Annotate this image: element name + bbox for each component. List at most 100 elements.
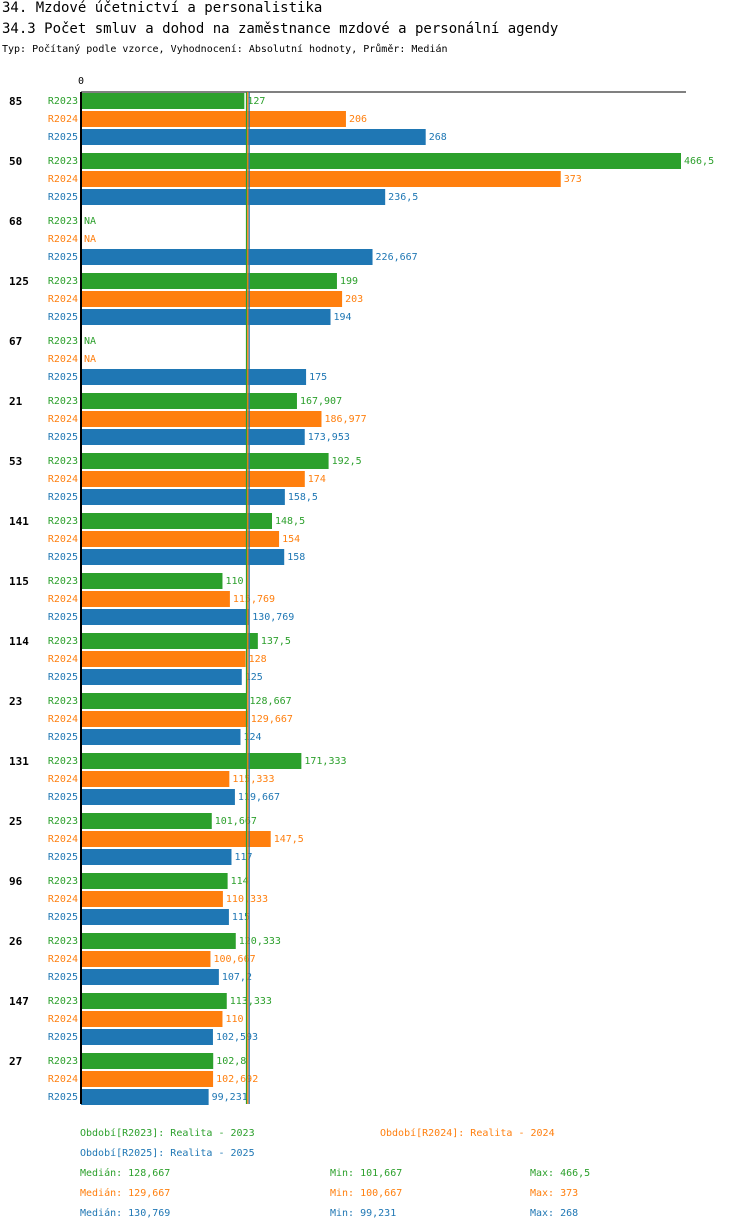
bar bbox=[81, 249, 373, 265]
bar bbox=[81, 591, 230, 607]
category-label: 50 bbox=[9, 155, 22, 168]
series-label: R2025 bbox=[48, 372, 78, 383]
category-label: 26 bbox=[9, 935, 23, 948]
bar bbox=[81, 291, 343, 307]
value-label: 115,333 bbox=[232, 774, 274, 785]
value-label: 120,333 bbox=[239, 936, 281, 947]
stat-median-r2024: Medián: 129,667 bbox=[80, 1188, 171, 1199]
value-label: 127 bbox=[247, 96, 265, 107]
category-label: 27 bbox=[9, 1055, 22, 1068]
bar bbox=[81, 951, 211, 967]
series-label: R2025 bbox=[48, 612, 78, 623]
value-label: 130,769 bbox=[252, 612, 294, 623]
value-label: 102,8 bbox=[216, 1056, 246, 1067]
category-label: 21 bbox=[9, 395, 23, 408]
value-label: 158,5 bbox=[288, 492, 318, 503]
bar bbox=[81, 393, 297, 409]
value-label: 114 bbox=[231, 876, 249, 887]
bar bbox=[81, 993, 227, 1009]
series-label: R2024 bbox=[48, 294, 78, 305]
series-label: R2023 bbox=[48, 756, 78, 767]
value-label: 171,333 bbox=[304, 756, 346, 767]
series-label: R2024 bbox=[48, 174, 78, 185]
series-label: R2025 bbox=[48, 252, 78, 263]
stat-min-r2024: Min: 100,667 bbox=[330, 1188, 403, 1199]
value-label: 174 bbox=[308, 474, 326, 485]
category-label: 85 bbox=[9, 95, 22, 108]
value-label: NA bbox=[84, 354, 96, 365]
value-label: 466,5 bbox=[684, 156, 714, 167]
series-label: R2024 bbox=[48, 474, 78, 485]
legend-r2025: Období[R2025]: Realita - 2025 bbox=[80, 1148, 255, 1159]
bar bbox=[81, 753, 302, 769]
category-label: 53 bbox=[9, 455, 22, 468]
bar bbox=[81, 531, 280, 547]
page-title: 34. Mzdové účetnictví a personalistika bbox=[2, 0, 323, 16]
series-label: R2024 bbox=[48, 414, 78, 425]
bar bbox=[81, 189, 386, 205]
bar bbox=[81, 909, 229, 925]
series-label: R2024 bbox=[48, 834, 78, 845]
series-label: R2023 bbox=[48, 876, 78, 887]
series-label: R2023 bbox=[48, 816, 78, 827]
value-label: 117 bbox=[234, 852, 252, 863]
stat-max-r2023: Max: 466,5 bbox=[530, 1168, 591, 1179]
bar bbox=[81, 369, 307, 385]
bar bbox=[81, 513, 272, 529]
bar bbox=[81, 93, 245, 109]
value-label: 110 bbox=[225, 1014, 243, 1025]
series-label: R2023 bbox=[48, 216, 78, 227]
stat-median-r2025: Medián: 130,769 bbox=[80, 1208, 171, 1219]
value-label: 154 bbox=[282, 534, 300, 545]
stat-max-r2024: Max: 373 bbox=[530, 1188, 579, 1199]
value-label: 102,692 bbox=[216, 1074, 258, 1085]
value-label: 192,5 bbox=[332, 456, 362, 467]
series-label: R2023 bbox=[48, 156, 78, 167]
bar bbox=[81, 771, 230, 787]
series-label: R2025 bbox=[48, 792, 78, 803]
series-label: R2025 bbox=[48, 1032, 78, 1043]
series-label: R2024 bbox=[48, 234, 78, 245]
bar bbox=[81, 309, 331, 325]
bar bbox=[81, 651, 246, 667]
value-label: 194 bbox=[334, 312, 352, 323]
bar bbox=[81, 129, 426, 145]
bar bbox=[81, 711, 248, 727]
value-label: 115 bbox=[232, 912, 250, 923]
series-label: R2023 bbox=[48, 996, 78, 1007]
series-label: R2025 bbox=[48, 732, 78, 743]
bar bbox=[81, 153, 681, 169]
value-label: 100,667 bbox=[213, 954, 255, 965]
series-label: R2024 bbox=[48, 954, 78, 965]
bar bbox=[81, 849, 232, 865]
bar bbox=[81, 609, 250, 625]
bar bbox=[81, 273, 337, 289]
bar bbox=[81, 789, 235, 805]
bar bbox=[81, 489, 285, 505]
value-label: 102,593 bbox=[216, 1032, 258, 1043]
series-label: R2024 bbox=[48, 1074, 78, 1085]
bar bbox=[81, 1053, 214, 1069]
bar bbox=[81, 471, 305, 487]
bar bbox=[81, 573, 223, 589]
series-label: R2024 bbox=[48, 534, 78, 545]
series-label: R2023 bbox=[48, 696, 78, 707]
value-label: 173,953 bbox=[308, 432, 350, 443]
series-label: R2023 bbox=[48, 336, 78, 347]
value-label: 119,667 bbox=[238, 792, 280, 803]
value-label: 199 bbox=[340, 276, 358, 287]
category-label: 96 bbox=[9, 875, 23, 888]
series-label: R2023 bbox=[48, 396, 78, 407]
legend-r2023: Období[R2023]: Realita - 2023 bbox=[80, 1128, 255, 1139]
bar bbox=[81, 891, 223, 907]
bar bbox=[81, 1029, 213, 1045]
bar bbox=[81, 933, 236, 949]
series-label: R2025 bbox=[48, 972, 78, 983]
series-label: R2024 bbox=[48, 894, 78, 905]
value-label: 226,667 bbox=[376, 252, 418, 263]
bar bbox=[81, 729, 241, 745]
series-label: R2024 bbox=[48, 714, 78, 725]
bar bbox=[81, 171, 561, 187]
x-axis-zero-label: 0 bbox=[78, 76, 84, 87]
value-label: 115,769 bbox=[233, 594, 275, 605]
